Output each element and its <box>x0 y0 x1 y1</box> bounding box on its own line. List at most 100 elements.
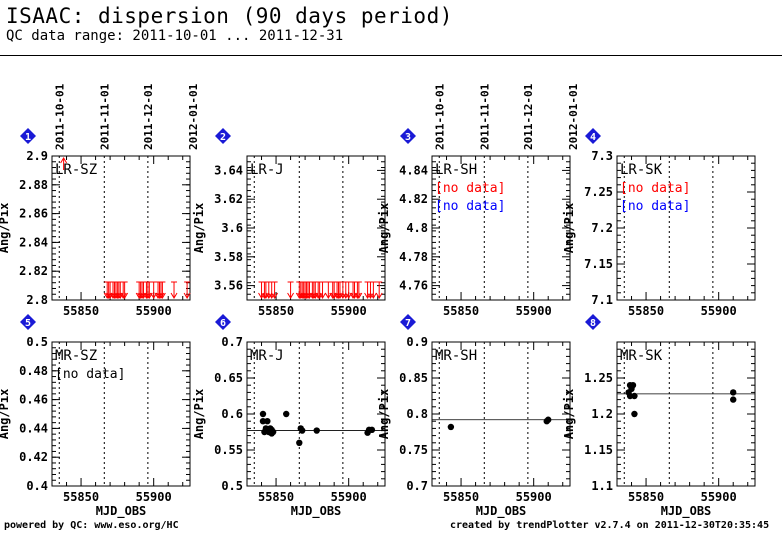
x-axis-label: MJD_OBS <box>96 504 147 519</box>
y-tick-label: 2.8 <box>26 293 48 307</box>
y-tick-label: 1.25 <box>584 371 613 385</box>
y-axis-label: Ang/Pix <box>562 203 576 254</box>
outlier-arrowhead <box>268 292 276 299</box>
y-tick-label: 0.6 <box>221 407 243 421</box>
date-label: 2011-12-01 <box>142 83 155 150</box>
y-tick-label: 3.6 <box>221 221 243 235</box>
y-axis-label: Ang/Pix <box>192 389 206 440</box>
panel-label: MR-SH <box>435 348 477 364</box>
y-tick-label: 3.58 <box>214 250 243 264</box>
page-subtitle: QC data range: 2011-10-01 ... 2011-12-31 <box>6 28 344 44</box>
date-label: 2011-10-01 <box>433 83 446 150</box>
y-axis-label: Ang/Pix <box>377 203 391 254</box>
y-tick-label: 2.82 <box>19 264 48 278</box>
outlier-arrowhead <box>336 292 344 299</box>
outlier-arrowhead <box>265 292 273 299</box>
y-axis-label: Ang/Pix <box>0 203 11 254</box>
date-label: 2011-11-01 <box>98 83 111 150</box>
panel-badge-icon <box>215 314 231 330</box>
x-tick-label: 55850 <box>258 304 294 318</box>
plot-frame <box>51 341 191 487</box>
no-data-note: [no data] <box>620 181 690 196</box>
panel-badge-icon <box>400 314 416 330</box>
x-tick-label: 55900 <box>701 304 737 318</box>
y-tick-label: 7.15 <box>584 257 613 271</box>
y-tick-label: 4.78 <box>399 250 428 264</box>
y-tick-label: 2.9 <box>26 149 48 163</box>
y-tick-label: 0.44 <box>19 421 48 435</box>
y-tick-label: 0.7 <box>221 335 243 349</box>
y-tick-label: 2.84 <box>19 235 48 249</box>
panel-label: LR-SZ <box>55 162 97 178</box>
data-point <box>283 410 290 418</box>
x-tick-label: 55900 <box>516 490 552 504</box>
y-tick-label: 4.84 <box>399 163 428 177</box>
x-tick-label: 55850 <box>628 304 664 318</box>
data-point <box>264 418 271 425</box>
panel-label: MR-SZ <box>55 348 97 364</box>
x-tick-label: 55900 <box>516 304 552 318</box>
y-tick-label: 0.9 <box>406 335 428 349</box>
outlier-arrowhead <box>316 292 324 299</box>
outlier-arrowhead <box>287 292 295 299</box>
header: ISAAC: dispersion (90 days period) QC da… <box>6 4 453 45</box>
data-point <box>545 416 552 423</box>
x-tick-label: 55900 <box>331 490 367 504</box>
panel-badge-number: 6 <box>220 318 226 329</box>
x-tick-label: 55900 <box>331 304 367 318</box>
outlier-arrowhead <box>355 292 363 299</box>
y-tick-label: 7.2 <box>591 221 613 235</box>
y-axis-label: Ang/Pix <box>192 203 206 254</box>
y-tick-label: 7.3 <box>591 149 613 163</box>
panel-label: LR-J <box>250 162 284 178</box>
outlier-arrowhead <box>157 292 165 299</box>
y-tick-label: 0.5 <box>26 335 48 349</box>
outlier-arrowhead <box>113 292 121 299</box>
x-tick-label: 55900 <box>136 304 172 318</box>
date-label: 2012-01-01 <box>567 83 580 150</box>
y-tick-label: 1.1 <box>591 479 613 493</box>
outlier-arrowhead <box>342 292 350 299</box>
date-label: 2012-01-01 <box>187 83 200 150</box>
y-tick-label: 2.88 <box>19 178 48 192</box>
y-axis-label: Ang/Pix <box>0 389 11 440</box>
outlier-arrowhead <box>183 292 191 299</box>
y-tick-label: 0.8 <box>406 407 428 421</box>
no-data-note: [no data] <box>55 367 125 382</box>
y-tick-label: 1.2 <box>591 407 613 421</box>
page-title: ISAAC: dispersion (90 days period) <box>6 4 453 28</box>
panel-badge-icon <box>400 128 416 144</box>
x-tick-label: 55850 <box>628 490 664 504</box>
data-point <box>313 427 320 434</box>
plot-frame <box>51 155 191 301</box>
y-tick-label: 0.48 <box>19 364 48 378</box>
y-tick-label: 0.65 <box>214 371 243 385</box>
outlier-arrowhead <box>333 292 341 299</box>
y-tick-label: 2.86 <box>19 207 48 221</box>
header-divider <box>0 55 782 56</box>
panel-label: MR-SK <box>620 348 663 364</box>
panel-badge-number: 7 <box>405 318 411 329</box>
data-point <box>629 382 637 389</box>
panel-label: LR-SK <box>620 162 663 178</box>
data-point <box>299 427 306 434</box>
y-tick-label: 1.15 <box>584 443 613 457</box>
y-tick-label: 0.42 <box>19 450 48 464</box>
data-point <box>296 439 303 446</box>
x-tick-label: 55850 <box>443 490 479 504</box>
outlier-arrowhead <box>156 292 163 299</box>
y-tick-label: 0.4 <box>26 479 48 493</box>
y-tick-label: 0.5 <box>221 479 243 493</box>
data-point <box>730 389 737 396</box>
y-tick-label: 3.62 <box>214 192 243 206</box>
outlier-arrowhead <box>144 292 152 299</box>
x-axis-label: MJD_OBS <box>291 504 342 519</box>
panel-badge-icon <box>585 314 601 330</box>
footer-credit: powered by QC: www.eso.org/HC <box>4 520 179 531</box>
panel-label: MR-J <box>250 348 284 364</box>
panel-badge-number: 5 <box>25 318 31 329</box>
outlier-arrowhead <box>121 292 129 299</box>
outlier-arrowhead <box>339 292 347 299</box>
y-tick-label: 3.64 <box>214 163 243 177</box>
